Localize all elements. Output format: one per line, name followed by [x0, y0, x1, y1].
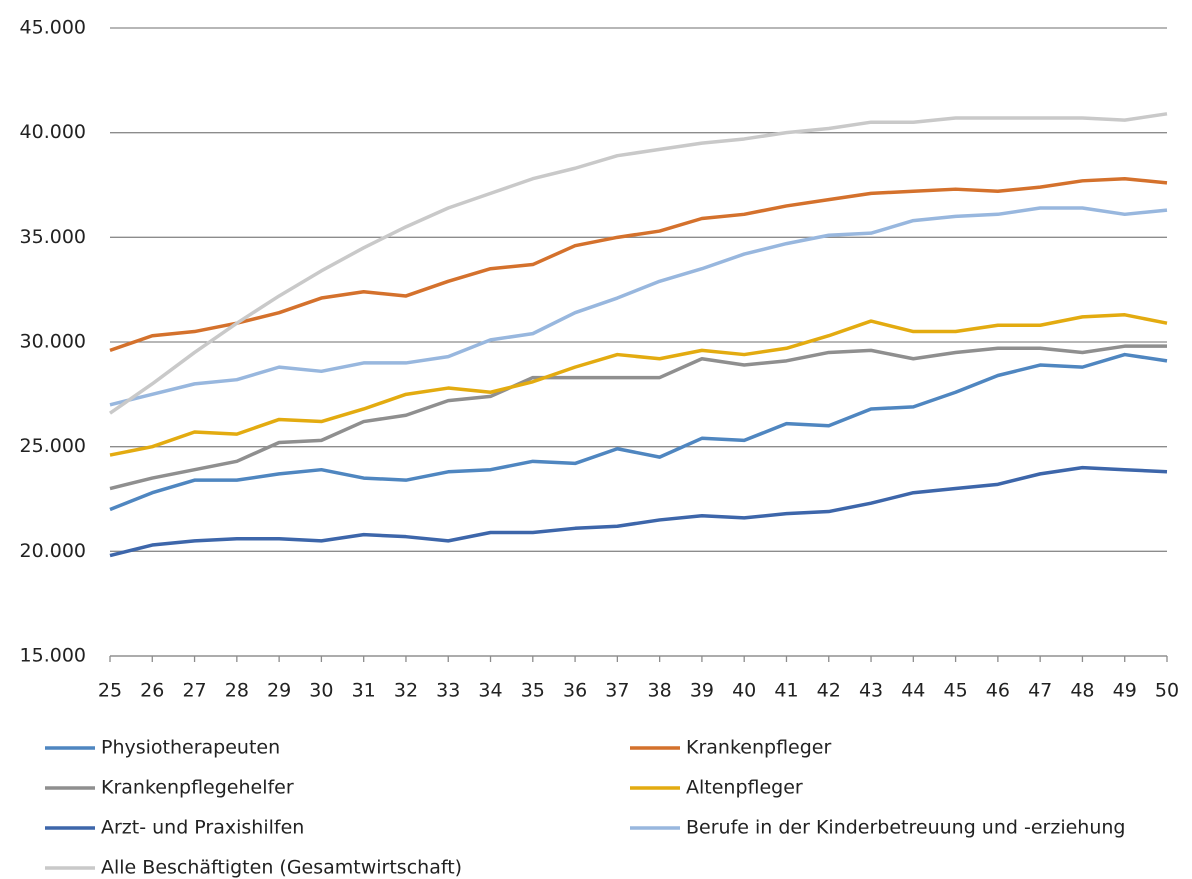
x-tick-label: 37: [605, 680, 629, 702]
legend-label: Berufe in der Kinderbetreuung und -erzie…: [686, 817, 1125, 839]
legend-label: Krankenpfleger: [686, 737, 831, 759]
x-tick-label: 32: [394, 680, 418, 702]
x-tick-label: 42: [817, 680, 841, 702]
x-tick-label: 25: [98, 680, 122, 702]
series-line: [109, 465, 1168, 558]
x-tick-label: 38: [648, 680, 672, 702]
series-line: [109, 176, 1168, 353]
y-tick-label: 25.000: [20, 435, 86, 457]
legend-label: Arzt- und Praxishilfen: [101, 817, 304, 839]
y-tick-label: 40.000: [20, 121, 86, 143]
series-line: [109, 313, 1168, 457]
x-tick-label: 43: [859, 680, 883, 702]
x-tick-label: 26: [140, 680, 164, 702]
x-tick-label: 50: [1155, 680, 1179, 702]
x-tick-label: 41: [774, 680, 798, 702]
series-line: [109, 112, 1168, 415]
x-tick-label: 39: [690, 680, 714, 702]
series-line: [109, 206, 1168, 407]
y-tick-label: 45.000: [20, 17, 86, 39]
y-tick-label: 20.000: [20, 540, 86, 562]
x-tick-label: 30: [309, 680, 333, 702]
x-tick-label: 31: [352, 680, 376, 702]
x-tick-label: 29: [267, 680, 291, 702]
x-tick-label: 28: [225, 680, 249, 702]
y-tick-label: 35.000: [20, 226, 86, 248]
legend-label: Krankenpflegehelfer: [101, 777, 294, 799]
x-tick-label: 35: [521, 680, 545, 702]
x-tick-label: 49: [1113, 680, 1137, 702]
x-tick-label: 34: [478, 680, 502, 702]
x-tick-label: 44: [901, 680, 925, 702]
x-tick-label: 36: [563, 680, 587, 702]
series-line: [109, 352, 1168, 512]
series-line: [109, 344, 1167, 491]
x-tick-label: 46: [986, 680, 1010, 702]
x-tick-label: 40: [732, 680, 756, 702]
y-tick-label: 30.000: [20, 331, 86, 353]
x-tick-label: 33: [436, 680, 460, 702]
legend-label: Altenpfleger: [686, 777, 803, 799]
x-tick-label: 48: [1070, 680, 1094, 702]
legend-label: Alle Beschäftigten (Gesamtwirtschaft): [101, 857, 462, 879]
y-tick-label: 15.000: [20, 645, 86, 667]
x-tick-label: 27: [182, 680, 206, 702]
x-tick-label: 45: [944, 680, 968, 702]
legend-label: Physiotherapeuten: [101, 737, 280, 759]
x-tick-label: 47: [1028, 680, 1052, 702]
